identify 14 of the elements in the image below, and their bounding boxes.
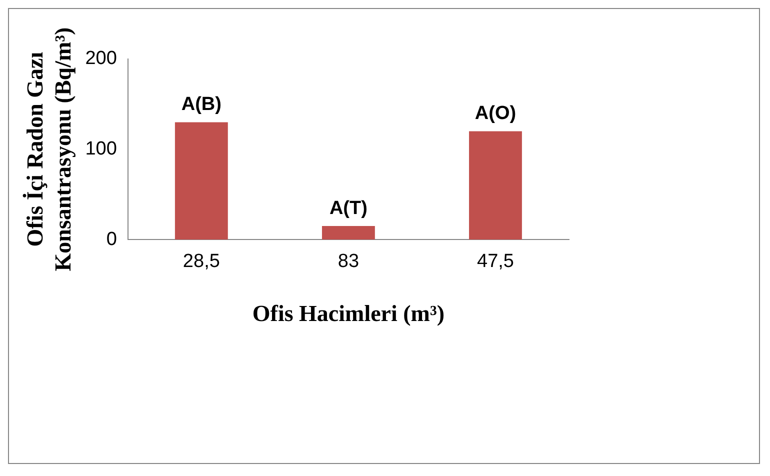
x-tick-label: 83 [338,251,360,272]
bar [322,226,375,240]
y-tick-label: 100 [85,138,117,160]
x-tick-label: 28,5 [182,251,220,272]
y-axis-title: Ofis İçi Radon Gazı Konsantrasyonu (Bq/m³) [22,27,76,272]
y-tick-label: 0 [106,228,117,250]
x-axis-title: Ofis Hacimleri (m³) [252,301,445,326]
y-tick-label: 200 [85,48,117,70]
x-tick-label: 47,5 [476,251,514,272]
annotation: A(B) [181,94,222,115]
bar [469,131,522,240]
bar [174,122,228,240]
annotation: A(T) [329,198,368,219]
annotation: A(O) [474,102,516,124]
